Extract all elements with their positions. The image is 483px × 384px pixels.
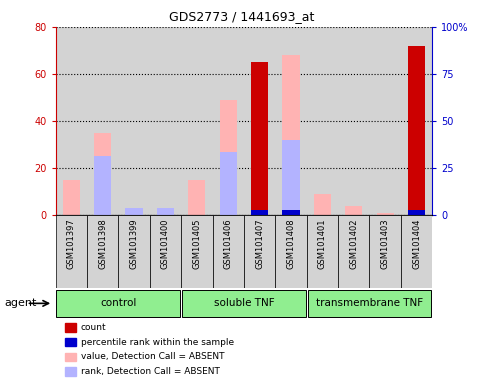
Text: GSM101405: GSM101405 — [192, 219, 201, 269]
Bar — [314, 194, 331, 215]
Bar — [150, 215, 181, 288]
Text: GSM101399: GSM101399 — [129, 219, 139, 269]
Bar — [157, 208, 174, 215]
Bar — [157, 210, 174, 215]
Text: value, Detection Call = ABSENT: value, Detection Call = ABSENT — [81, 352, 224, 361]
Bar — [275, 215, 307, 288]
Text: rank, Detection Call = ABSENT: rank, Detection Call = ABSENT — [81, 367, 220, 376]
Bar — [63, 180, 80, 215]
Bar — [220, 100, 237, 215]
Text: GSM101401: GSM101401 — [318, 219, 327, 269]
Text: GDS2773 / 1441693_at: GDS2773 / 1441693_at — [169, 10, 314, 23]
Text: GSM101404: GSM101404 — [412, 219, 421, 269]
FancyBboxPatch shape — [182, 290, 306, 317]
Text: GSM101407: GSM101407 — [255, 219, 264, 269]
Text: GSM101398: GSM101398 — [98, 219, 107, 270]
Bar — [213, 215, 244, 288]
Bar — [56, 215, 87, 288]
Bar — [94, 156, 111, 215]
Text: soluble TNF: soluble TNF — [213, 298, 274, 308]
Text: control: control — [100, 298, 137, 308]
Bar — [188, 180, 205, 215]
Bar — [307, 215, 338, 288]
Text: percentile rank within the sample: percentile rank within the sample — [81, 338, 234, 347]
Text: GSM101403: GSM101403 — [381, 219, 390, 269]
Bar — [369, 215, 401, 288]
Bar — [408, 210, 425, 215]
Bar — [283, 140, 299, 215]
Bar — [244, 215, 275, 288]
Text: GSM101400: GSM101400 — [161, 219, 170, 269]
Bar — [220, 152, 237, 215]
FancyBboxPatch shape — [57, 290, 180, 317]
Text: agent: agent — [5, 298, 37, 308]
Bar — [401, 215, 432, 288]
Bar — [283, 210, 299, 215]
Bar — [251, 210, 268, 215]
Text: GSM101397: GSM101397 — [67, 219, 76, 270]
Bar — [126, 210, 142, 215]
Bar — [94, 133, 111, 215]
Bar — [251, 62, 268, 215]
Bar — [283, 55, 299, 215]
Text: count: count — [81, 323, 106, 332]
FancyBboxPatch shape — [308, 290, 431, 317]
Bar — [126, 208, 142, 215]
Text: GSM101408: GSM101408 — [286, 219, 296, 269]
Text: GSM101402: GSM101402 — [349, 219, 358, 269]
Text: transmembrane TNF: transmembrane TNF — [316, 298, 423, 308]
Bar — [118, 215, 150, 288]
Bar — [181, 215, 213, 288]
Bar — [87, 215, 118, 288]
Bar — [345, 206, 362, 215]
Bar — [408, 46, 425, 215]
Bar — [377, 213, 394, 215]
Bar — [338, 215, 369, 288]
Text: GSM101406: GSM101406 — [224, 219, 233, 269]
